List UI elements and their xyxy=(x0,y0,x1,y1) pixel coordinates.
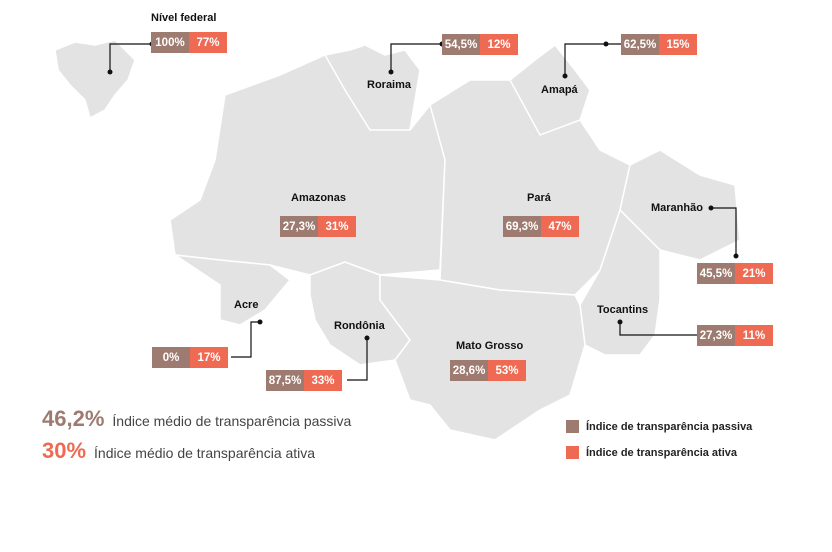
passive-score: 62,5% xyxy=(621,34,659,55)
passive-score: 45,5% xyxy=(697,263,735,284)
connector-lines xyxy=(109,43,737,381)
active-average-label: Índice médio de transparência ativa xyxy=(94,445,316,461)
active-swatch xyxy=(566,446,579,459)
active-score: 12% xyxy=(480,34,518,55)
passive-score: 54,5% xyxy=(442,34,480,55)
active-score: 17% xyxy=(190,347,228,368)
legend-passive-label: Índice de transparência passiva xyxy=(586,420,753,433)
label-amazonas: Amazonas xyxy=(291,192,347,204)
scores-amazonas: 27,3% 31% xyxy=(280,216,356,237)
active-average: 30% xyxy=(42,438,87,463)
brazil-silhouette xyxy=(54,39,136,120)
passive-score: 27,3% xyxy=(697,325,735,346)
legend-active-label: Índice de transparência ativa xyxy=(586,446,738,459)
active-score: 53% xyxy=(488,360,526,381)
label-mato-grosso: Mato Grosso xyxy=(456,340,524,352)
legend-active: Índice de transparência ativa xyxy=(566,446,737,459)
active-score: 21% xyxy=(735,263,773,284)
passive-average-label: Índice médio de transparência passiva xyxy=(112,413,352,429)
active-score: 15% xyxy=(659,34,697,55)
label-maranhao: Maranhão xyxy=(651,202,703,214)
state-mato-grosso xyxy=(379,274,586,441)
active-score: 11% xyxy=(735,325,773,346)
passive-score: 27,3% xyxy=(280,216,318,237)
passive-score: 0% xyxy=(152,347,190,368)
passive-score: 69,3% xyxy=(503,216,541,237)
summary-passive: 46,2% Índice médio de transparência pass… xyxy=(42,406,351,432)
label-acre: Acre xyxy=(234,299,259,311)
summary-active: 30% Índice médio de transparência ativa xyxy=(42,438,315,464)
scores-tocantins: 27,3% 11% xyxy=(697,325,773,346)
state-amazonas xyxy=(169,54,472,276)
label-roraima: Roraima xyxy=(367,79,412,91)
legend-passive: Índice de transparência passiva xyxy=(566,420,752,433)
passive-swatch xyxy=(566,420,579,433)
scores-maranhao: 45,5% 21% xyxy=(697,263,773,284)
scores-rondonia: 87,5% 33% xyxy=(266,370,342,391)
scores-acre: 0% 17% xyxy=(152,347,228,368)
label-amapa: Amapá xyxy=(541,84,578,96)
passive-score: 100% xyxy=(151,32,189,53)
active-score: 47% xyxy=(541,216,579,237)
passive-score: 87,5% xyxy=(266,370,304,391)
scores-roraima: 54,5% 12% xyxy=(442,34,518,55)
scores-amapa: 62,5% 15% xyxy=(621,34,697,55)
label-tocantins: Tocantins xyxy=(597,304,649,316)
label-para: Pará xyxy=(527,192,551,204)
scores-federal: 100% 77% xyxy=(151,32,227,53)
label-federal: Nível federal xyxy=(151,12,217,24)
label-rondonia: Rondônia xyxy=(334,320,385,332)
passive-average: 46,2% xyxy=(42,406,105,431)
active-score: 31% xyxy=(318,216,356,237)
scores-mato-grosso: 28,6% 53% xyxy=(450,360,526,381)
active-score: 77% xyxy=(189,32,227,53)
passive-score: 28,6% xyxy=(450,360,488,381)
active-score: 33% xyxy=(304,370,342,391)
state-acre xyxy=(174,254,292,326)
scores-para: 69,3% 47% xyxy=(503,216,579,237)
